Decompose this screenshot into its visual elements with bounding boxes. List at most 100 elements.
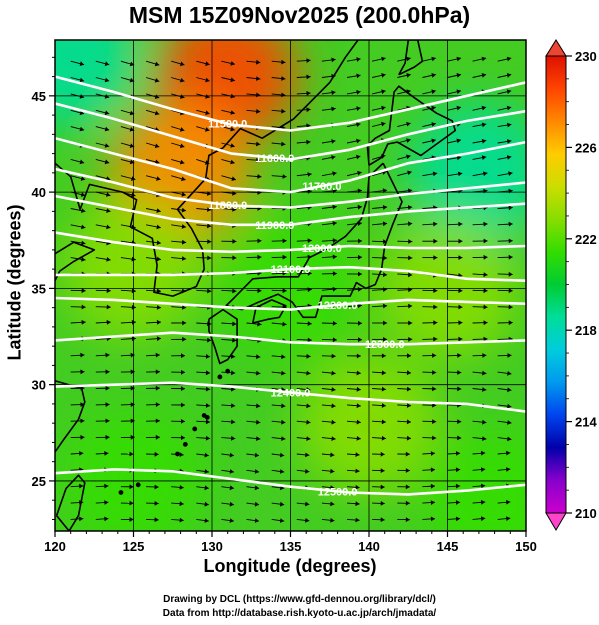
wind-arrowhead xyxy=(179,452,184,457)
wind-arrowhead xyxy=(358,271,362,277)
wind-arrowhead xyxy=(483,272,488,278)
wind-arrowhead xyxy=(307,254,312,260)
wind-arrowhead xyxy=(181,256,187,261)
wind-arrowhead xyxy=(154,78,160,83)
wind-arrowhead xyxy=(254,485,259,491)
wind-arrowhead xyxy=(406,138,411,143)
wind-arrowhead xyxy=(156,224,161,230)
wind-arrowhead xyxy=(254,469,259,474)
wind-arrowhead xyxy=(332,188,337,194)
wind-arrowhead xyxy=(508,320,513,326)
wind-arrowhead xyxy=(507,122,512,128)
wind-arrowhead xyxy=(81,240,86,246)
wind-arrowhead xyxy=(104,451,109,456)
wind-arrowhead xyxy=(408,303,413,309)
wind-arrowhead xyxy=(155,352,160,358)
wind-arrowhead xyxy=(231,370,236,376)
wind-arrowhead xyxy=(456,89,461,95)
island-dot xyxy=(201,413,207,418)
y-tick-label: 40 xyxy=(32,185,46,200)
wind-arrowhead xyxy=(182,305,187,310)
wind-arrowhead xyxy=(332,221,337,226)
wind-arrowhead xyxy=(380,484,385,490)
wind-arrowhead xyxy=(281,92,286,98)
wind-arrowhead xyxy=(305,501,310,507)
contour-11600 xyxy=(55,102,526,161)
contour-label: 12000.0 xyxy=(302,243,342,255)
wind-arrowhead xyxy=(455,451,461,456)
wind-arrowhead xyxy=(430,500,435,505)
coast-china-south xyxy=(55,380,86,453)
wind-arrowhead xyxy=(81,257,86,262)
contour-11500 xyxy=(55,75,526,132)
island-dot xyxy=(192,426,198,432)
wind-arrowhead xyxy=(231,386,236,392)
wind-arrowhead xyxy=(458,288,463,294)
wind-arrowhead xyxy=(482,436,487,441)
wind-arrowhead xyxy=(129,77,135,83)
wind-arrowhead xyxy=(79,159,85,165)
x-tick-label: 130 xyxy=(201,539,223,554)
wind-arrowhead xyxy=(79,451,84,456)
wind-arrowhead xyxy=(381,56,386,62)
wind-arrowhead xyxy=(382,221,388,227)
wind-arrowhead xyxy=(306,353,311,359)
wind-arrowhead xyxy=(407,353,412,359)
wind-arrowhead xyxy=(80,434,85,440)
x-tick-label: 140 xyxy=(358,539,380,554)
wind-arrowhead xyxy=(230,159,235,165)
wind-arrowhead xyxy=(307,238,312,243)
wind-arrowhead xyxy=(507,139,512,144)
wind-arrowhead xyxy=(481,499,486,505)
colorbar-tick-label: 214 xyxy=(575,415,597,430)
wind-arrowhead xyxy=(382,188,387,194)
wind-arrowhead xyxy=(306,58,311,63)
contour-label: 12100.0 xyxy=(271,264,311,276)
wind-arrowhead xyxy=(405,451,410,457)
wind-arrowhead xyxy=(406,403,411,408)
wind-arrowhead xyxy=(156,208,161,213)
x-tick-label: 150 xyxy=(515,539,537,554)
wind-arrowhead xyxy=(383,272,388,278)
wind-arrowhead xyxy=(508,304,513,310)
wind-arrowhead xyxy=(205,77,210,83)
colorbar-max-arrow xyxy=(545,39,567,57)
drawing-credit: Drawing by DCL (https://www.gfd-dennou.o… xyxy=(163,594,436,605)
wind-arrowhead xyxy=(79,61,85,66)
wind-arrowhead xyxy=(330,468,335,474)
contour-label: 11500.0 xyxy=(208,119,247,131)
wind-arrowhead xyxy=(457,386,462,392)
wind-arrowhead xyxy=(104,110,110,116)
wind-arrowhead xyxy=(507,420,512,425)
coast-sakhalin xyxy=(398,40,424,76)
wind-arrowhead xyxy=(156,319,161,325)
contour-label: 12500.0 xyxy=(318,486,358,498)
wind-arrowhead xyxy=(406,370,411,376)
wind-arrowhead xyxy=(254,518,259,523)
wind-arrowhead xyxy=(307,337,312,343)
wind-arrowhead xyxy=(355,501,360,507)
wind-arrowhead xyxy=(482,387,487,392)
wind-arrowhead xyxy=(406,435,411,441)
wind-arrowhead xyxy=(481,516,486,522)
wind-arrowhead xyxy=(79,110,85,116)
wind-arrowhead xyxy=(406,386,411,392)
wind-arrowhead xyxy=(281,59,286,65)
wind-arrowhead xyxy=(256,370,261,376)
wind-arrowhead xyxy=(130,402,135,407)
wind-arrowhead xyxy=(433,320,438,326)
wind-arrowhead xyxy=(332,271,337,276)
wind-arrowhead xyxy=(431,73,436,78)
wind-arrowhead xyxy=(205,110,210,116)
wind-arrowhead xyxy=(408,287,413,293)
wind-arrowhead xyxy=(306,90,311,96)
wind-arrowhead xyxy=(508,205,513,211)
wind-arrowhead xyxy=(104,94,110,99)
wind-arrowhead xyxy=(355,484,360,490)
wind-arrowhead xyxy=(130,418,135,424)
wind-arrowhead xyxy=(381,435,386,441)
wind-arrowhead xyxy=(281,76,286,81)
wind-arrowhead xyxy=(131,176,136,181)
wind-arrowhead xyxy=(207,255,212,261)
